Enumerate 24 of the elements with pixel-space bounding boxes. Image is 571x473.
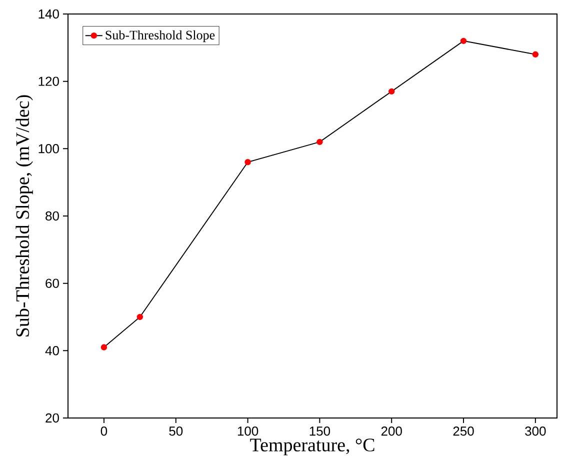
- legend-label: Sub-Threshold Slope: [106, 30, 215, 42]
- point: [316, 138, 323, 146]
- x-tick-label: 0: [100, 426, 108, 436]
- x-tick-label: 200: [381, 426, 402, 436]
- x-tick-label: 150: [310, 426, 330, 436]
- y-tick-label: 40: [45, 346, 59, 356]
- y-axis-title: Sub-Threshold Slope, (mV/dec): [16, 95, 33, 336]
- y-tick-label: 140: [38, 9, 59, 19]
- y-tick-label: 80: [46, 211, 59, 221]
- y-tick-label: 60: [46, 278, 59, 288]
- point: [388, 88, 395, 95]
- x-tick-label: 300: [525, 426, 546, 436]
- x-tick-label: 100: [238, 426, 258, 436]
- x-axis-title: Temperature, °C: [250, 438, 374, 456]
- point: [532, 51, 539, 58]
- y-tick-label: 120: [38, 76, 59, 86]
- y-tick-label: 100: [38, 144, 59, 154]
- x-tick-label: 50: [169, 426, 183, 436]
- x-tick-label: 250: [453, 426, 474, 436]
- point: [100, 344, 108, 350]
- point: [460, 38, 467, 44]
- point: [244, 159, 251, 166]
- point: [136, 314, 144, 320]
- y-tick-label: 20: [46, 413, 59, 423]
